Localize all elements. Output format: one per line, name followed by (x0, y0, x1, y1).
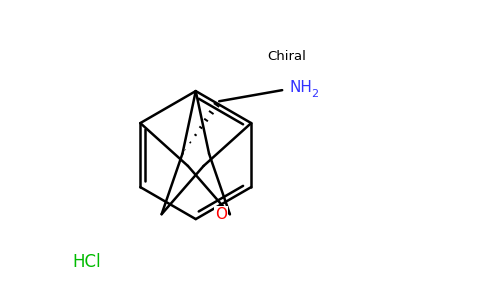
Text: NH: NH (290, 80, 313, 95)
Text: 2: 2 (311, 89, 318, 99)
Text: O: O (215, 207, 227, 222)
Text: Chiral: Chiral (267, 50, 306, 63)
Text: HCl: HCl (73, 253, 101, 271)
